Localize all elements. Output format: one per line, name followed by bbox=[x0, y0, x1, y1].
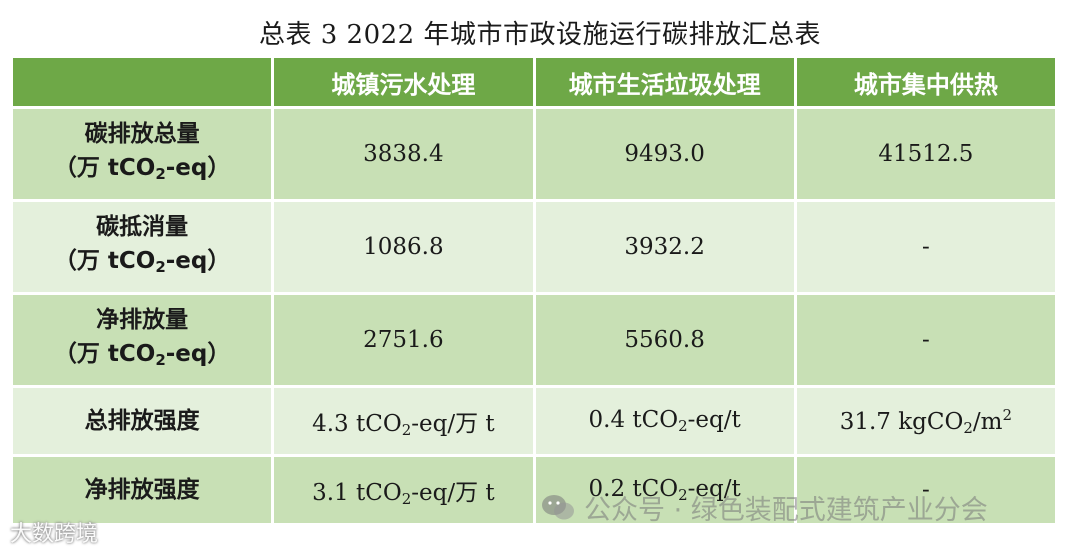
cell-waste: 0.4 tCO2-eq/t bbox=[535, 388, 794, 454]
value-pre: 3.1 tCO bbox=[312, 479, 402, 506]
value-post: -eq/万 t bbox=[411, 410, 495, 437]
row-label-line1: 碳排放总量 bbox=[84, 121, 200, 147]
cell-waste: 0.2 tCO2-eq/t bbox=[535, 457, 794, 523]
cell-waste: 5560.8 bbox=[535, 295, 794, 385]
cell-waste: 3932.2 bbox=[535, 202, 794, 292]
row-label: 净排放强度 bbox=[13, 457, 272, 523]
value-post: -eq/t bbox=[687, 476, 741, 502]
row-label-unit: （万 tCO2-eq） bbox=[14, 337, 270, 377]
unit-pre: （万 tCO bbox=[53, 341, 156, 367]
cell-sewage: 1086.8 bbox=[274, 202, 533, 292]
unit-pre: （万 tCO bbox=[53, 155, 156, 181]
value-sub: 2 bbox=[678, 486, 688, 504]
row-label: 碳排放总量 （万 tCO2-eq） bbox=[13, 109, 272, 199]
row-label: 净排放量 （万 tCO2-eq） bbox=[13, 295, 272, 385]
watermark-text: 公众号 · 绿色装配式建筑产业分会 bbox=[584, 495, 988, 526]
value-pre: 4.3 tCO bbox=[312, 410, 402, 437]
header-corner bbox=[13, 58, 272, 106]
row-label-unit: （万 tCO2-eq） bbox=[14, 244, 270, 284]
row-label-unit: （万 tCO2-eq） bbox=[14, 151, 270, 191]
row-label-line1: 碳抵消量 bbox=[96, 214, 189, 240]
cell-sewage: 2751.6 bbox=[274, 295, 533, 385]
header-waste: 城市生活垃圾处理 bbox=[535, 58, 794, 106]
unit-post: -eq） bbox=[165, 248, 231, 274]
table-row-offset: 碳抵消量 （万 tCO2-eq） 1086.8 3932.2 - bbox=[13, 202, 1055, 292]
value-sup: 2 bbox=[1002, 405, 1013, 424]
table-row-total-emission: 碳排放总量 （万 tCO2-eq） 3838.4 9493.0 41512.5 bbox=[13, 109, 1055, 199]
cell-sewage: 4.3 tCO2-eq/万 t bbox=[274, 388, 533, 454]
cell-heating: - bbox=[796, 295, 1055, 385]
unit-sub: 2 bbox=[155, 165, 166, 183]
header-sewage: 城镇污水处理 bbox=[274, 58, 533, 106]
value-mid: /m bbox=[972, 408, 1003, 435]
value-sub: 2 bbox=[963, 418, 973, 437]
value-sub: 2 bbox=[401, 489, 412, 508]
cell-heating: 31.7 kgCO2/m2 bbox=[796, 388, 1055, 454]
header-row: 城镇污水处理 城市生活垃圾处理 城市集中供热 bbox=[13, 58, 1055, 106]
cell-waste: 9493.0 bbox=[535, 109, 794, 199]
table-row-net-intensity: 净排放强度 3.1 tCO2-eq/万 t 0.2 tCO2-eq/t - bbox=[13, 457, 1055, 523]
row-label: 总排放强度 bbox=[13, 388, 272, 454]
cell-sewage: 3.1 tCO2-eq/万 t bbox=[274, 457, 533, 523]
header-heating: 城市集中供热 bbox=[796, 58, 1055, 106]
unit-post: -eq） bbox=[165, 341, 231, 367]
row-label-line1: 净排放量 bbox=[96, 307, 189, 333]
value-sub: 2 bbox=[678, 417, 688, 435]
value-pre: 31.7 kgCO bbox=[839, 408, 964, 435]
table-title: 总表 3 2022 年城市市政设施运行碳排放汇总表 bbox=[258, 20, 821, 50]
cell-heating: - bbox=[796, 202, 1055, 292]
cell-heating: - bbox=[796, 457, 1055, 523]
value-post: -eq/万 t bbox=[411, 479, 495, 506]
value-sub: 2 bbox=[401, 420, 412, 439]
value-pre: 0.2 tCO bbox=[588, 476, 679, 502]
unit-sub: 2 bbox=[155, 258, 166, 276]
value-post: -eq/t bbox=[687, 407, 741, 433]
cell-heating: 41512.5 bbox=[796, 109, 1055, 199]
unit-pre: （万 tCO bbox=[53, 248, 156, 274]
watermark: 公众号 · 绿色装配式建筑产业分会 bbox=[540, 488, 988, 527]
table-row-total-intensity: 总排放强度 4.3 tCO2-eq/万 t 0.4 tCO2-eq/t 31.7… bbox=[13, 388, 1055, 454]
wechat-icon bbox=[540, 493, 576, 523]
unit-post: -eq） bbox=[165, 155, 231, 181]
table-row-net-emission: 净排放量 （万 tCO2-eq） 2751.6 5560.8 - bbox=[13, 295, 1055, 385]
row-label: 碳抵消量 （万 tCO2-eq） bbox=[13, 202, 272, 292]
source-badge: 大数跨境 bbox=[10, 516, 98, 548]
value-pre: 0.4 tCO bbox=[588, 407, 679, 433]
unit-sub: 2 bbox=[155, 351, 166, 369]
cell-sewage: 3838.4 bbox=[274, 109, 533, 199]
summary-table: 城镇污水处理 城市生活垃圾处理 城市集中供热 碳排放总量 （万 tCO2-eq）… bbox=[10, 55, 1058, 526]
badge-text: 大数跨境 bbox=[10, 522, 99, 547]
